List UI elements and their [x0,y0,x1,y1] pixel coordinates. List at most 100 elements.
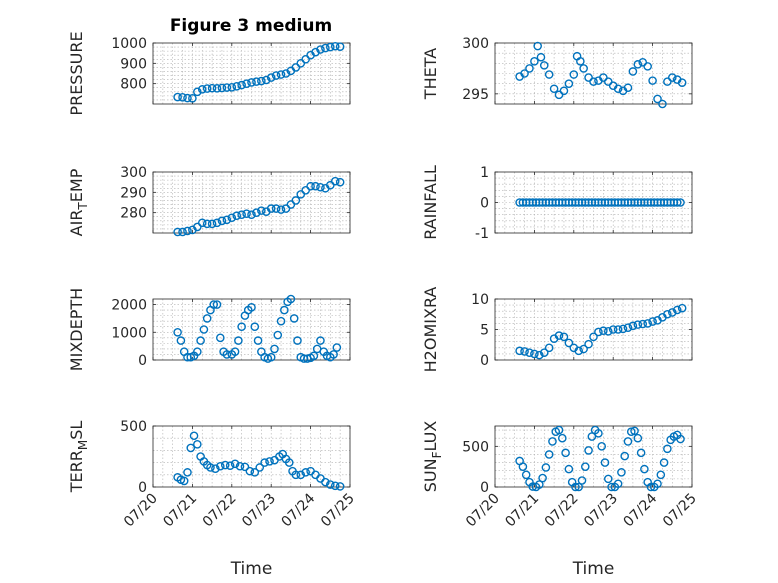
data-point [266,352,276,362]
grid-lines [495,299,692,360]
subplot-h2omixra: 0 5 10 H2OMIXRA [421,287,693,372]
data-point [253,336,263,345]
data-point [193,347,202,356]
y-axis-label: MIXDEPTH [67,288,86,371]
subplot-air-temp: 280 290 300 AIRTEMP [67,165,351,237]
y-tick-label: 0 [480,353,489,369]
data-point [535,350,544,360]
data-point [559,86,569,96]
y-tick-label: 300 [462,36,489,52]
data-point [230,459,240,469]
data-point [212,84,222,93]
data-point [630,426,639,436]
data-point [520,69,529,78]
data-point [193,439,202,449]
data-point [173,227,182,237]
data-point [594,327,603,337]
data-point [643,62,652,71]
data-point [183,468,192,477]
x-axis-label: Time [230,559,273,579]
x-tick-label: 07/23 [239,491,279,531]
data-point [306,181,315,191]
data-point [245,466,255,476]
data-point [173,92,182,102]
data-point [672,305,682,315]
data-point [626,427,636,436]
subplot-rainfall: -1 0 1 RAINFALL [421,165,693,242]
data-point [301,468,310,477]
data-point [539,61,549,70]
data-point [594,429,603,438]
data-point [554,331,564,340]
data-point [558,433,567,443]
figure-title: Figure 3 medium [170,16,332,36]
data-points [515,303,687,360]
data-point [643,319,652,328]
data-point [197,218,207,228]
data-point [518,462,528,471]
subplot-theta: 295 300 THETA [421,36,693,109]
data-point [270,344,279,354]
data-point [564,464,574,474]
y-tick-label: 300 [120,165,147,181]
y-tick-label: 500 [462,439,489,455]
subplot-terr-msl: 0 500 TERRMSL 07/20 07/21 07/22 07/23 07/24 07/2… [67,419,358,579]
data-point [271,71,281,80]
grid-lines [153,172,350,233]
data-point [584,339,593,349]
data-point [196,336,205,345]
data-point [178,227,187,237]
data-point [584,73,593,82]
data-point [265,457,274,466]
x-tick-label: 07/25 [660,491,700,531]
data-point [309,351,319,361]
data-point [520,347,529,356]
axes-box [494,42,693,105]
data-point [663,77,672,86]
data-point [608,325,618,334]
data-point [613,325,623,334]
data-point [255,463,265,472]
data-point [668,73,677,82]
data-point [257,206,266,215]
data-point [202,219,212,229]
data-point [276,316,286,326]
y-tick-label: 1000 [111,325,147,341]
y-tick-label: 0 [480,480,489,496]
data-point [544,450,554,459]
data-point [197,85,207,94]
data-point [235,461,245,471]
data-point [554,425,564,435]
data-point [658,99,667,109]
data-point [653,94,662,104]
data-point [217,83,227,93]
grid-lines [153,43,350,104]
data-point [202,314,212,323]
data-point [599,326,608,336]
data-point [261,75,271,85]
data-point [668,308,677,317]
data-point [183,93,192,103]
y-axis-label: AIRTEMP [67,168,90,236]
y-tick-label: 295 [462,87,489,103]
data-point [613,84,623,94]
data-point [316,182,325,192]
y-tick-label: 0 [138,353,147,369]
data-points [173,294,342,363]
data-point [603,474,613,484]
data-point [216,461,225,471]
x-tick-label: 07/22 [542,491,582,531]
grid-lines [495,43,692,104]
x-tick-label: 07/20 [463,491,503,531]
data-point [247,303,256,312]
data-point [189,431,199,441]
data-point [574,482,584,492]
data-point [335,177,345,187]
data-point [335,42,345,51]
data-point [676,434,685,444]
data-point [325,480,335,489]
data-point [587,432,597,441]
data-point [646,482,656,492]
